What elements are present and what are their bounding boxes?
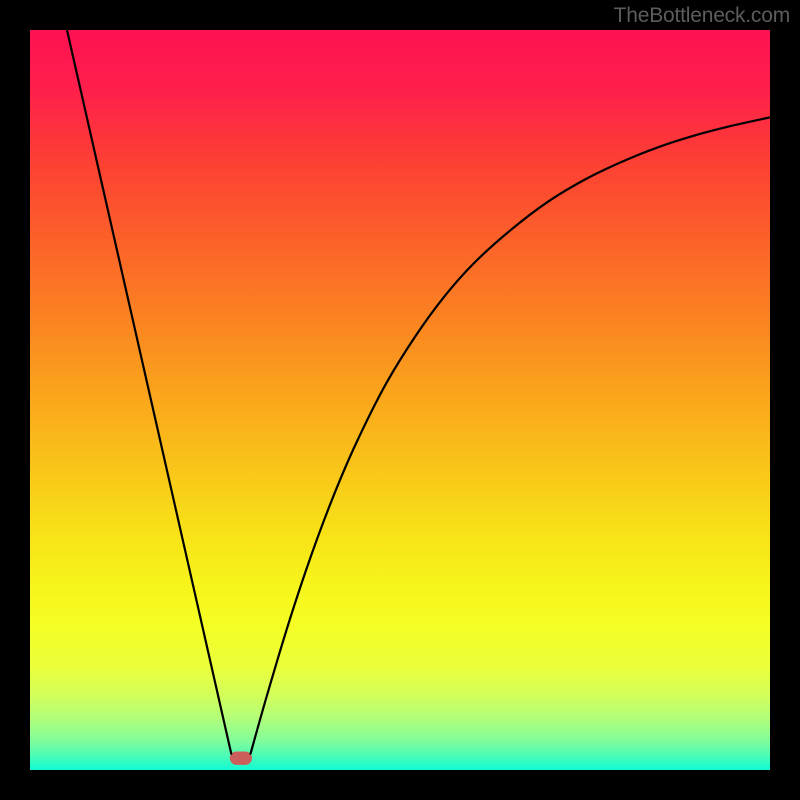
markers-group <box>230 752 252 765</box>
chart-frame: TheBottleneck.com <box>0 0 800 800</box>
plot-svg <box>30 30 770 770</box>
watermark-text: TheBottleneck.com <box>614 4 790 28</box>
plot-area <box>30 30 770 770</box>
gradient-background <box>30 30 770 770</box>
minimum-marker <box>230 752 252 765</box>
